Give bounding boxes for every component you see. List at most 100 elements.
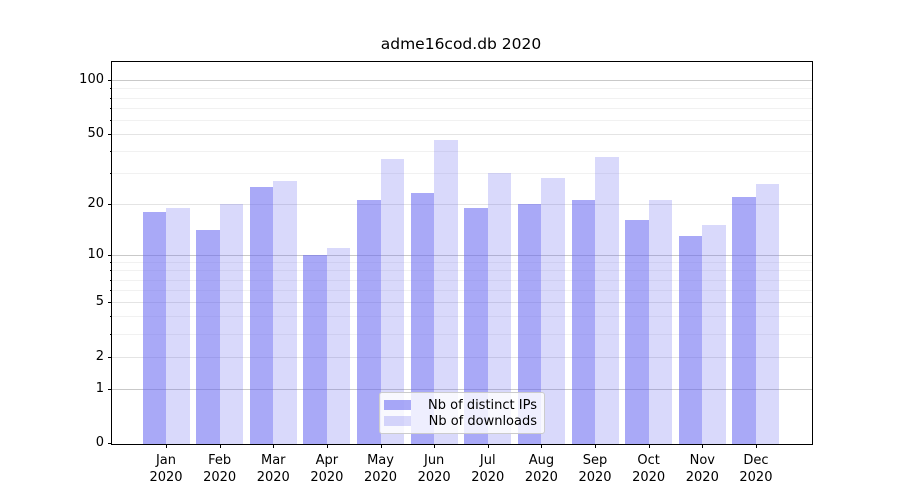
y-minor-tick-mark [110,279,112,281]
y-minor-tick-mark [110,119,112,121]
y-minor-tick-mark [110,88,112,90]
gridline-labeled-minor [112,356,812,358]
x-tick-label-mar: Mar 2020 [256,453,290,485]
y-minor-tick-mark [110,107,112,109]
y-minor-tick-mark [110,262,112,263]
x-tick-label-jan: Jan 2020 [149,453,183,485]
bar-downloads-feb [219,203,244,444]
legend-row-distinct-ips: Nb of distinct IPs [384,398,537,413]
y-tick-label: 2 [95,348,104,364]
y-tick-label: 10 [87,246,104,262]
x-tick-mark [648,444,650,448]
y-minor-tick-mark [110,133,112,135]
gridline-labeled-minor [112,133,812,135]
legend-swatch-distinct-ips [384,400,411,410]
x-tick-mark [326,444,328,448]
legend-label-distinct-ips: Nb of distinct IPs [428,397,537,413]
x-tick-label-aug: Aug 2020 [524,453,558,485]
x-tick-mark [219,444,221,448]
y-minor-tick-mark [110,356,112,358]
x-tick-mark [595,444,597,448]
bar-downloads-jul [487,173,512,444]
bar-downloads-nov [702,225,726,444]
gridline-minor [112,107,812,109]
y-minor-tick-mark [110,97,112,99]
gridline-labeled-minor [112,302,812,304]
bar-ips-mar [249,186,274,444]
x-tick-label-feb: Feb 2020 [203,453,237,485]
x-tick-mark [273,444,275,448]
x-tick-mark [487,444,489,448]
bar-ips-jun [410,193,435,444]
x-tick-mark [166,444,167,448]
x-tick-label-may: May 2020 [363,453,398,485]
x-tick-label-dec: Dec 2020 [739,453,773,485]
y-minor-tick-mark [110,316,112,318]
bar-ips-jul [464,207,488,444]
x-tick-mark [380,444,382,448]
gridline-minor [112,97,812,99]
y-tick-label: 100 [79,72,104,88]
y-tick-mark [108,80,112,82]
gridline-minor [112,316,812,318]
bar-downloads-apr [326,247,351,444]
gridline-minor [112,290,812,292]
bar-downloads-jan [166,207,190,444]
gridline-minor [112,119,812,121]
gridline-minor [112,173,812,175]
y-tick-label: 5 [95,294,104,310]
y-tick-label: 20 [87,195,104,211]
x-tick-mark [541,444,543,448]
legend-swatch-downloads [384,416,411,426]
bar-ips-oct [625,220,649,444]
gridline-minor [112,270,812,272]
x-tick-label-nov: Nov 2020 [685,453,719,485]
x-tick-label-oct: Oct 2020 [632,453,666,485]
bar-downloads-mar [273,181,297,444]
gridline-major [112,80,812,82]
y-minor-tick-mark [110,151,112,153]
y-minor-tick-mark [110,290,112,292]
gridline-major [112,254,812,256]
bar-downloads-sep [595,157,619,444]
x-tick-mark [702,444,704,448]
bar-downloads-may [380,159,405,444]
y-tick-label: 0 [95,435,104,450]
x-tick-mark [755,444,757,448]
gridline-minor [112,151,812,153]
chart-title: adme16cod.db 2020 [380,35,542,53]
y-minor-tick-mark [110,203,112,205]
y-minor-tick-mark [110,334,112,336]
bar-downloads-oct [648,200,673,444]
y-tick-label: 50 [87,125,104,141]
x-tick-label-jun: Jun 2020 [417,453,451,485]
y-tick-mark [108,388,112,390]
bar-ips-apr [303,254,327,444]
legend: Nb of distinct IPs Nb of downloads [379,392,545,434]
y-minor-tick-mark [110,173,112,175]
plot-area [111,61,813,445]
x-tick-label-apr: Apr 2020 [310,453,344,485]
bar-ips-aug [517,203,542,444]
legend-row-downloads: Nb of downloads [384,414,537,429]
y-minor-tick-mark [110,270,112,272]
gridline-labeled-minor [112,203,812,205]
legend-label-downloads: Nb of downloads [428,413,537,429]
gridline-minor [112,279,812,281]
gridline-minor [112,334,812,336]
bar-ips-may [357,200,381,444]
bar-ips-sep [571,200,596,444]
bar-ips-nov [678,235,703,444]
bar-downloads-aug [541,178,565,444]
gridline-minor [112,88,812,90]
x-tick-label-jul: Jul 2020 [471,453,505,485]
bar-downloads-dec [755,183,780,444]
y-minor-tick-mark [110,302,112,304]
y-tick-label: 1 [95,380,104,396]
gridline-major [112,388,812,390]
x-tick-label-sep: Sep 2020 [578,453,612,485]
y-tick-mark [108,443,112,444]
bar-ips-dec [732,196,756,444]
bar-ips-feb [196,230,220,444]
